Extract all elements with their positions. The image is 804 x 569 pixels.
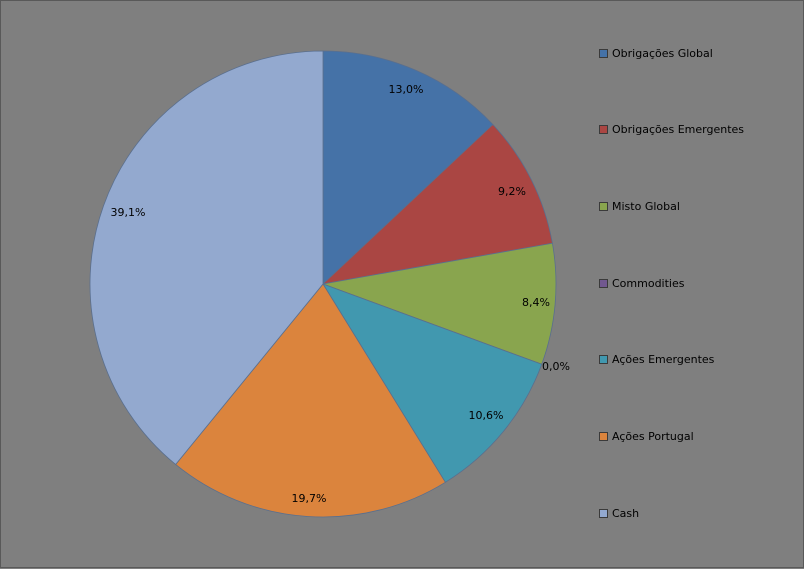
- legend-swatch: [599, 355, 608, 365]
- legend-swatch: [599, 125, 608, 135]
- legend-label: Obrigações Emergentes: [612, 123, 745, 137]
- legend-swatch: [599, 48, 608, 58]
- legend-item: Ações Emergentes: [599, 352, 714, 368]
- legend-item: Misto Global: [599, 198, 680, 214]
- legend-label: Cash: [612, 506, 640, 520]
- pie-slices: [89, 50, 557, 518]
- legend-item: Ações Portugal: [599, 429, 694, 445]
- data-label-3: 8,4%: [522, 296, 550, 309]
- legend-label: Ações Portugal: [612, 430, 694, 443]
- legend-item: Obrigações Emergentes: [599, 122, 744, 138]
- legend-label: Misto Global: [612, 199, 680, 213]
- legend-item: Obrigações Global: [599, 45, 713, 61]
- pie-slice-3: [322, 242, 557, 365]
- pie-slice-1: [322, 50, 494, 285]
- data-label-5: 10,6%: [469, 409, 504, 422]
- pie-slice-7: [89, 50, 324, 465]
- legend-label: Ações Emergentes: [612, 353, 715, 367]
- legend-swatch: [599, 508, 608, 518]
- data-label-7: 39,1%: [111, 206, 146, 219]
- legend-swatch: [599, 201, 608, 211]
- legend-item: Commodities: [599, 275, 684, 291]
- legend-swatch: [599, 278, 608, 288]
- data-label-2: 9,2%: [498, 185, 526, 198]
- legend-item: Cash: [599, 505, 639, 521]
- legend-label: Commodities: [612, 276, 685, 290]
- data-label-4: 0,0%: [542, 360, 570, 373]
- pie-slice-6: [175, 283, 446, 518]
- data-label-1: 13,0%: [389, 83, 424, 96]
- legend-swatch: [599, 432, 608, 441]
- legend-label: Obrigações Global: [612, 46, 713, 60]
- data-label-6: 19,7%: [292, 492, 327, 505]
- pie-slice-5: [322, 283, 543, 483]
- pie-data-labels: 13,0% 9,2% 8,4% 0,0% 10,6% 19,7% 39,1%: [111, 83, 570, 505]
- pie-slice-2: [322, 124, 553, 285]
